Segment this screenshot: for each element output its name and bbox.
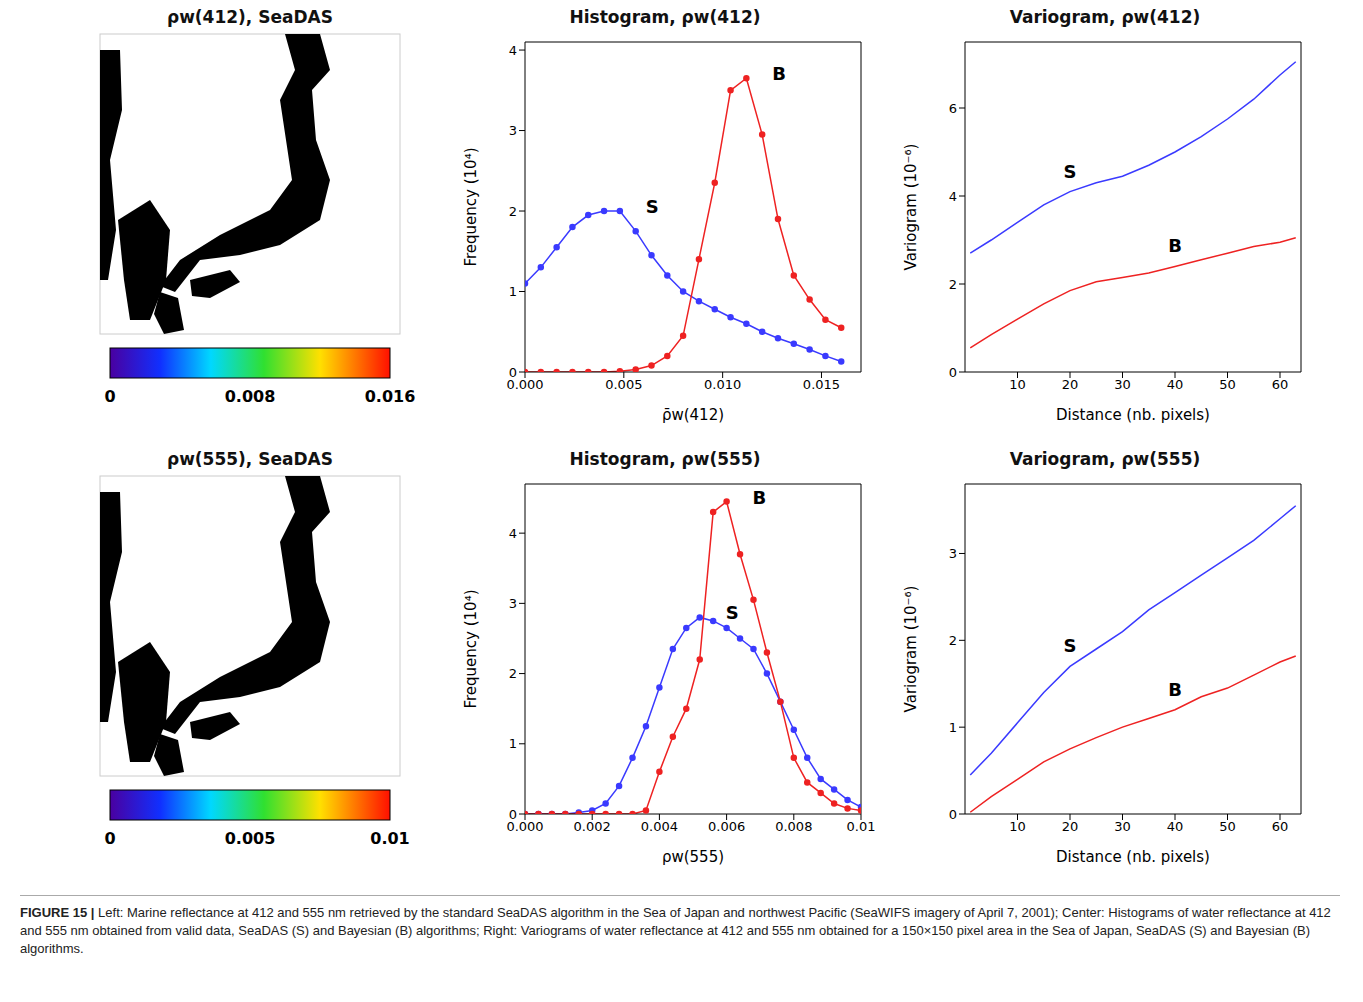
svg-text:Frequency (10⁴): Frequency (10⁴) xyxy=(462,147,480,266)
svg-text:50: 50 xyxy=(1219,819,1236,834)
svg-text:20: 20 xyxy=(1062,819,1079,834)
svg-text:Distance (nb. pixels): Distance (nb. pixels) xyxy=(1056,848,1210,866)
svg-text:S: S xyxy=(1064,635,1077,656)
svg-text:1: 1 xyxy=(509,284,517,299)
svg-text:B: B xyxy=(772,63,786,84)
svg-text:0.008: 0.008 xyxy=(775,819,812,834)
svg-text:Variogram (10⁻⁶): Variogram (10⁻⁶) xyxy=(902,586,920,713)
svg-text:30: 30 xyxy=(1114,377,1131,392)
svg-text:B: B xyxy=(1168,235,1182,256)
svg-text:B: B xyxy=(753,487,767,508)
svg-text:2: 2 xyxy=(949,633,957,648)
svg-text:ρ̄w(412): ρ̄w(412) xyxy=(662,406,724,424)
svg-text:6: 6 xyxy=(949,101,957,116)
svg-text:0: 0 xyxy=(509,807,517,822)
svg-text:0.000: 0.000 xyxy=(506,377,544,393)
html-text:Variogram, ρw(412): Variogram, ρw(412) xyxy=(1009,7,1201,27)
svg-text:1: 1 xyxy=(949,720,957,735)
svg-text:0.015: 0.015 xyxy=(803,377,840,392)
svg-text:0.016: 0.016 xyxy=(365,387,416,406)
svg-text:Variogram (10⁻⁶): Variogram (10⁻⁶) xyxy=(902,144,920,271)
svg-text:0.002: 0.002 xyxy=(574,819,611,834)
svg-text:3: 3 xyxy=(949,546,957,561)
svg-text:1: 1 xyxy=(509,736,517,751)
svg-text:S: S xyxy=(726,602,739,623)
svg-text:0.01: 0.01 xyxy=(847,819,875,834)
svg-text:0.005: 0.005 xyxy=(605,377,642,392)
svg-text:0: 0 xyxy=(509,365,517,380)
svg-text:4: 4 xyxy=(509,43,517,58)
svg-text:20: 20 xyxy=(1062,377,1079,392)
svg-text:2: 2 xyxy=(509,666,517,681)
html-text:Histogram, ρw(555): Histogram, ρw(555) xyxy=(569,449,761,469)
svg-text:10: 10 xyxy=(1009,377,1026,392)
svg-text:0.004: 0.004 xyxy=(641,819,678,834)
svg-text:B: B xyxy=(1168,679,1182,700)
svg-text:0: 0 xyxy=(949,807,957,822)
svg-text:0: 0 xyxy=(104,829,115,848)
html-text:Histogram, ρw(412): Histogram, ρw(412) xyxy=(569,7,761,27)
svg-text:S: S xyxy=(646,196,659,217)
svg-text:3: 3 xyxy=(509,596,517,611)
svg-text:10: 10 xyxy=(1009,819,1026,834)
html-text:ρw(555), SeaDAS: ρw(555), SeaDAS xyxy=(167,449,333,469)
svg-text:60: 60 xyxy=(1272,819,1289,834)
svg-text:0.01: 0.01 xyxy=(370,829,409,848)
svg-text:2: 2 xyxy=(509,204,517,219)
svg-text:40: 40 xyxy=(1167,377,1184,392)
svg-text:0.008: 0.008 xyxy=(225,387,276,406)
svg-text:0.010: 0.010 xyxy=(704,377,741,392)
svg-text:2: 2 xyxy=(949,277,957,292)
svg-text:3: 3 xyxy=(509,123,517,138)
svg-text:4: 4 xyxy=(509,526,517,541)
svg-text:0: 0 xyxy=(104,387,115,406)
svg-text:S: S xyxy=(1064,161,1077,182)
svg-text:0.006: 0.006 xyxy=(708,819,745,834)
svg-text:0.000: 0.000 xyxy=(506,819,544,835)
html-text:ρw(412), SeaDAS: ρw(412), SeaDAS xyxy=(167,7,333,27)
svg-text:0: 0 xyxy=(949,365,957,380)
svg-text:Distance (nb. pixels): Distance (nb. pixels) xyxy=(1056,406,1210,424)
svg-text:40: 40 xyxy=(1167,819,1184,834)
svg-text:Frequency (10⁴): Frequency (10⁴) xyxy=(462,589,480,708)
svg-text:30: 30 xyxy=(1114,819,1131,834)
svg-text:60: 60 xyxy=(1272,377,1289,392)
svg-text:50: 50 xyxy=(1219,377,1236,392)
html-text:FIGURE 15 | Left: Marine refle: FIGURE 15 | Left: Marine reflectance at … xyxy=(20,905,1331,956)
svg-text:0.005: 0.005 xyxy=(225,829,276,848)
html-text:Variogram, ρw(555): Variogram, ρw(555) xyxy=(1009,449,1201,469)
svg-text:4: 4 xyxy=(949,189,957,204)
svg-text:ρw(555): ρw(555) xyxy=(662,848,724,866)
